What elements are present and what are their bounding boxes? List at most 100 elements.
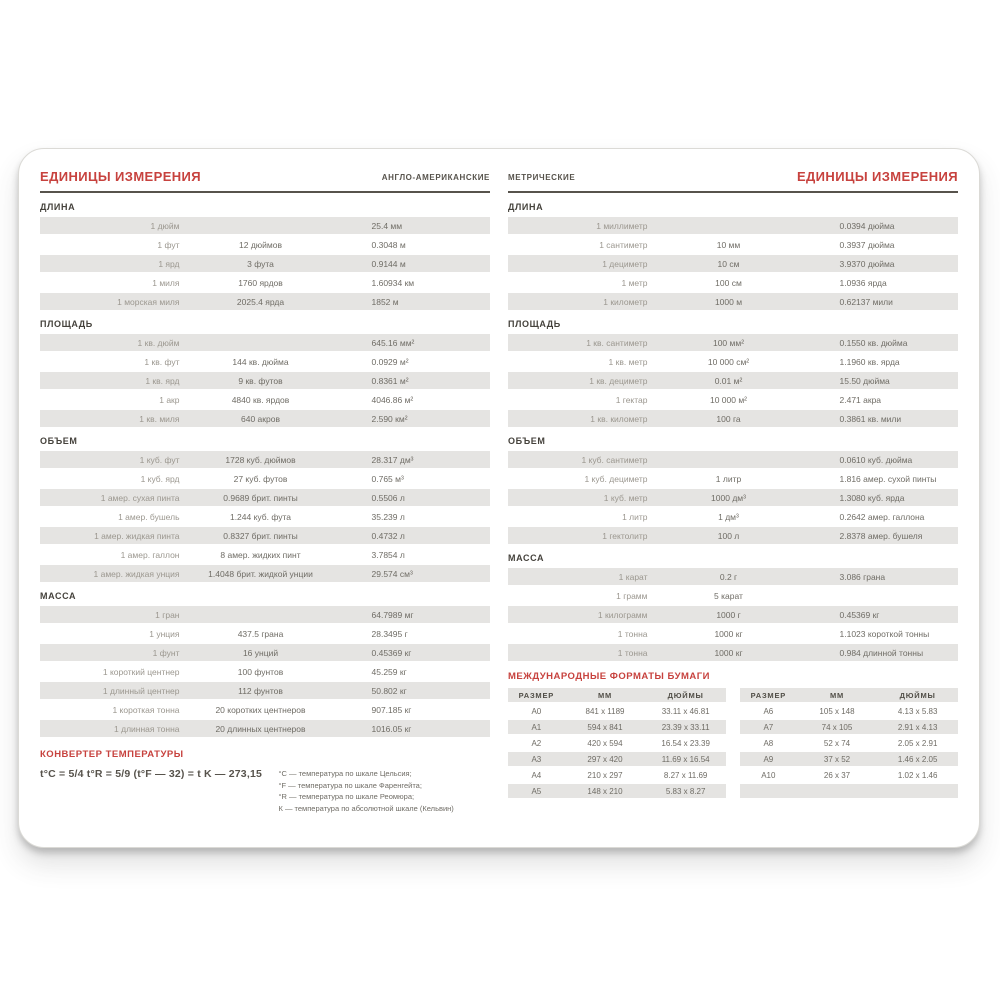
- table-cell: 0.765 м³: [371, 473, 404, 484]
- table-cell: 10 000 м²: [709, 394, 748, 405]
- temperature-converter-body: t°C = 5/4 t°R = 5/9 (t°F — 32) = t K — 2…: [40, 768, 490, 815]
- table-cell: 1 акр: [159, 394, 180, 405]
- section-length: ДЛИНА 1 дюйм 25.4 мм 1 фут 12 дюймов 0.3048 …: [40, 202, 490, 310]
- table-cell: 1 амер. жидкая пинта: [94, 530, 180, 541]
- table-cell: 1 метр: [621, 277, 648, 288]
- table-cell: 1760 ярдов: [238, 277, 283, 288]
- table-row: 1 амер. сухая пинта 0.9689 брит. пинты 0.5…: [40, 489, 490, 506]
- section-title: ОБЪЕМ: [508, 436, 546, 446]
- table-cell: 1 длинный центнер: [102, 685, 180, 696]
- table-cell: 10 см: [717, 258, 740, 269]
- table-cell: 0.4732 л: [371, 530, 405, 541]
- table-cell: A5: [531, 786, 542, 796]
- table-cell: 25.4 мм: [371, 220, 403, 231]
- table-cell: 1.3080 куб. ярда: [839, 492, 905, 503]
- length-metric-table: 1 миллиметр 0.0394 дюйма 1 сантиметр 10 мм 0…: [508, 217, 958, 310]
- section-title: ПЛОЩАДЬ: [508, 319, 561, 329]
- table-cell: 5.83 x 8.27: [665, 786, 706, 796]
- table-cell: 1 кв. километр: [590, 413, 648, 424]
- table-cell: 594 x 841: [587, 722, 623, 732]
- table-cell: 20 коротких центнеров: [215, 704, 306, 715]
- table-row: 1 миллиметр 0.0394 дюйма: [508, 217, 958, 234]
- section-title: ДЛИНА: [40, 202, 76, 212]
- table-cell: 1000 кг: [714, 628, 743, 639]
- table-cell: 437.5 грана: [237, 628, 284, 639]
- table-row: 1 ярд 3 фута 0.9144 м: [40, 255, 490, 272]
- table-cell: 841 x 1189: [585, 706, 625, 716]
- table-row: A10 26 x 37 1.02 x 1.46: [740, 768, 958, 782]
- notebook-spread: ЕДИНИЦЫ ИЗМЕРЕНИЯ АНГЛО-АМЕРИКАНСКИЕ ДЛИ…: [18, 148, 980, 848]
- table-cell: 1.46 x 2.05: [897, 754, 938, 764]
- table-row: 1 карат 0.2 г 3.086 грана: [508, 568, 958, 585]
- table-cell: 1 сантиметр: [599, 239, 648, 250]
- table-cell: 64.7989 мг: [371, 609, 414, 620]
- table-row: 1 амер. бушель 1.244 куб. фута 35.239 л: [40, 508, 490, 525]
- table-cell: 0.0929 м²: [371, 356, 409, 367]
- table-row: 1 куб. метр 1000 дм³ 1.3080 куб. ярда: [508, 489, 958, 506]
- table-row: A4 210 x 297 8.27 x 11.69: [508, 768, 726, 782]
- table-cell: A4: [531, 770, 542, 780]
- table-cell: 52 x 74: [823, 738, 851, 748]
- table-cell: 1000 г: [716, 609, 741, 620]
- table-cell: 105 x 148: [819, 706, 855, 716]
- table-cell: 1.244 куб. фута: [229, 511, 292, 522]
- table-cell: 1 кв. фут: [144, 356, 180, 367]
- table-row: [740, 784, 958, 798]
- table-cell: 2.05 x 2.91: [897, 738, 938, 748]
- volume-metric-table: 1 куб. сантиметр 0.0610 куб. дюйма 1 куб. …: [508, 451, 958, 544]
- table-cell: 1 кв. миля: [139, 413, 180, 424]
- right-page-header: МЕТРИЧЕСКИЕ ЕДИНИЦЫ ИЗМЕРЕНИЯ: [508, 169, 958, 193]
- table-cell: 0.62137 мили: [839, 296, 893, 307]
- table-row: 1 литр 1 дм³ 0.2642 амер. галлона: [508, 508, 958, 525]
- table-cell: 28.317 дм³: [371, 454, 414, 465]
- table-cell: A9: [763, 754, 774, 764]
- paper-formats-tables: РАЗМЕР ММ ДЮЙМЫ A0 841 x 1189 33.11 x 46.81 A1…: [508, 688, 958, 800]
- table-row: 1 кв. метр 10 000 см² 1.1960 кв. ярда: [508, 353, 958, 370]
- table-cell: 10 мм: [716, 239, 741, 250]
- table-cell: 1.4048 брит. жидкой унции: [208, 568, 313, 579]
- table-cell: 8 амер. жидких пинт: [220, 549, 301, 560]
- table-cell: 1 тонна: [617, 647, 648, 658]
- table-cell: 0.5506 л: [371, 492, 405, 503]
- table-cell: РАЗМЕР: [518, 690, 555, 700]
- section-title: ДЛИНА: [508, 202, 544, 212]
- table-cell: A1: [531, 722, 542, 732]
- legend-line-reaumur: °R — температура по шкале Реомюра;: [278, 792, 415, 802]
- table-cell: 1 морская миля: [117, 296, 180, 307]
- paper-table-a6-a10: РАЗМЕР ММ ДЮЙМЫ A6 105 x 148 4.13 x 5.83 A7 74 …: [740, 688, 958, 800]
- table-cell: 0.2642 амер. галлона: [839, 511, 925, 522]
- temperature-legend: °C — температура по шкале Цельсия; °F — …: [279, 768, 454, 815]
- table-cell: 1000 м: [714, 296, 743, 307]
- table-cell: 144 кв. дюйма: [232, 356, 289, 367]
- section-title: МАССА: [508, 553, 545, 563]
- legend-line-kelvin: К — температура по абсолютной шкале (Кел…: [278, 803, 454, 813]
- section-volume: ОБЪЕМ 1 куб. фут 1728 куб. дюймов 28.317 д…: [40, 436, 490, 582]
- right-page: МЕТРИЧЕСКИЕ ЕДИНИЦЫ ИЗМЕРЕНИЯ ДЛИНА 1 ми…: [508, 169, 958, 847]
- table-cell: 1 амер. жидкая унция: [93, 568, 180, 579]
- table-cell: ММ: [597, 690, 613, 700]
- table-cell: 26 x 37: [823, 770, 851, 780]
- table-row: 1 тонна 1000 кг 0.984 длинной тонны: [508, 644, 958, 661]
- table-cell: 1 гран: [155, 609, 180, 620]
- table-cell: 0.2 г: [719, 571, 738, 582]
- table-cell: 1.60934 км: [371, 277, 415, 288]
- table-cell: ДЮЙМЫ: [667, 690, 704, 700]
- table-cell: 1 тонна: [617, 628, 648, 639]
- table-row: 1 кв. дециметр 0.01 м² 15.50 дюйма: [508, 372, 958, 389]
- table-cell: 100 мм²: [712, 337, 745, 348]
- table-cell: 35.239 л: [371, 511, 405, 522]
- table-row: 1 акр 4840 кв. ярдов 4046.86 м²: [40, 391, 490, 408]
- left-page-header: ЕДИНИЦЫ ИЗМЕРЕНИЯ АНГЛО-АМЕРИКАНСКИЕ: [40, 169, 490, 193]
- area-metric-table: 1 кв. сантиметр 100 мм² 0.1550 кв. дюйма 1 …: [508, 334, 958, 427]
- table-cell: 2.471 акра: [839, 394, 882, 405]
- page-title: ЕДИНИЦЫ ИЗМЕРЕНИЯ: [40, 169, 202, 184]
- table-cell: 1 миля: [152, 277, 180, 288]
- mass-metric-table: 1 карат 0.2 г 3.086 грана 1 грамм 5 карат 1 к…: [508, 568, 958, 661]
- table-cell: 1 унция: [149, 628, 180, 639]
- table-cell: 1 куб. дециметр: [584, 473, 648, 484]
- table-cell: 1 килограмм: [597, 609, 648, 620]
- table-cell: 1 короткий центнер: [102, 666, 180, 677]
- table-cell: 1 длинная тонна: [114, 723, 180, 734]
- table-cell: 0.1550 кв. дюйма: [839, 337, 908, 348]
- section-area: ПЛОЩАДЬ 1 кв. дюйм 645.16 мм² 1 кв. фут 144…: [40, 319, 490, 427]
